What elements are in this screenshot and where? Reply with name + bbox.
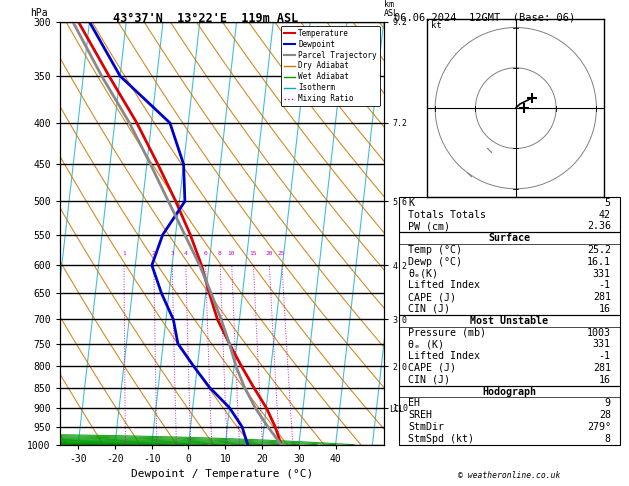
Text: PW (cm): PW (cm): [408, 221, 450, 231]
Text: © weatheronline.co.uk: © weatheronline.co.uk: [459, 471, 560, 480]
Text: Hodograph: Hodograph: [482, 386, 537, 397]
Text: Surface: Surface: [489, 233, 530, 243]
Text: 1: 1: [122, 251, 126, 257]
Text: 20: 20: [265, 251, 272, 257]
Text: km
ASL: km ASL: [384, 0, 399, 17]
Text: CAPE (J): CAPE (J): [408, 363, 456, 373]
Text: 25.2: 25.2: [587, 245, 611, 255]
Text: Most Unstable: Most Unstable: [470, 316, 548, 326]
X-axis label: Dewpoint / Temperature (°C): Dewpoint / Temperature (°C): [131, 469, 313, 479]
Text: 8: 8: [604, 434, 611, 444]
Text: 42: 42: [599, 209, 611, 220]
Text: SREH: SREH: [408, 410, 432, 420]
Text: Dewp (°C): Dewp (°C): [408, 257, 462, 267]
Text: 5: 5: [604, 198, 611, 208]
Text: 8: 8: [218, 251, 222, 257]
Text: 331: 331: [593, 339, 611, 349]
Text: 2: 2: [152, 251, 155, 257]
Text: 16.1: 16.1: [587, 257, 611, 267]
Text: CAPE (J): CAPE (J): [408, 292, 456, 302]
Text: hPa: hPa: [31, 8, 48, 17]
Text: 06.06.2024  12GMT  (Base: 06): 06.06.2024 12GMT (Base: 06): [394, 12, 575, 22]
Text: 281: 281: [593, 292, 611, 302]
Text: 16: 16: [599, 375, 611, 385]
Text: θₑ(K): θₑ(K): [408, 269, 438, 278]
Text: 6: 6: [204, 251, 208, 257]
Text: 10: 10: [228, 251, 235, 257]
Text: K: K: [408, 198, 415, 208]
Text: StmDir: StmDir: [408, 422, 444, 432]
Text: 28: 28: [599, 410, 611, 420]
Text: Lifted Index: Lifted Index: [408, 280, 480, 290]
Text: 1003: 1003: [587, 328, 611, 338]
Text: 2.36: 2.36: [587, 221, 611, 231]
Text: LCL: LCL: [389, 405, 404, 414]
Text: 25: 25: [278, 251, 285, 257]
Text: 16: 16: [599, 304, 611, 314]
Text: kt: kt: [431, 20, 442, 30]
Text: Temp (°C): Temp (°C): [408, 245, 462, 255]
Text: Pressure (mb): Pressure (mb): [408, 328, 486, 338]
Text: CIN (J): CIN (J): [408, 304, 450, 314]
Text: StmSpd (kt): StmSpd (kt): [408, 434, 474, 444]
Text: 15: 15: [249, 251, 257, 257]
Text: -1: -1: [599, 351, 611, 361]
Text: Lifted Index: Lifted Index: [408, 351, 480, 361]
Text: 3: 3: [170, 251, 174, 257]
Text: 331: 331: [593, 269, 611, 278]
Text: CIN (J): CIN (J): [408, 375, 450, 385]
Text: -1: -1: [599, 280, 611, 290]
Legend: Temperature, Dewpoint, Parcel Trajectory, Dry Adiabat, Wet Adiabat, Isotherm, Mi: Temperature, Dewpoint, Parcel Trajectory…: [281, 26, 380, 106]
Text: 43°37'N  13°22'E  119m ASL: 43°37'N 13°22'E 119m ASL: [113, 12, 298, 25]
Text: θₑ (K): θₑ (K): [408, 339, 444, 349]
Text: EH: EH: [408, 399, 420, 408]
Text: 281: 281: [593, 363, 611, 373]
Text: Totals Totals: Totals Totals: [408, 209, 486, 220]
Text: 9: 9: [604, 399, 611, 408]
Text: 4: 4: [184, 251, 187, 257]
Text: 279°: 279°: [587, 422, 611, 432]
